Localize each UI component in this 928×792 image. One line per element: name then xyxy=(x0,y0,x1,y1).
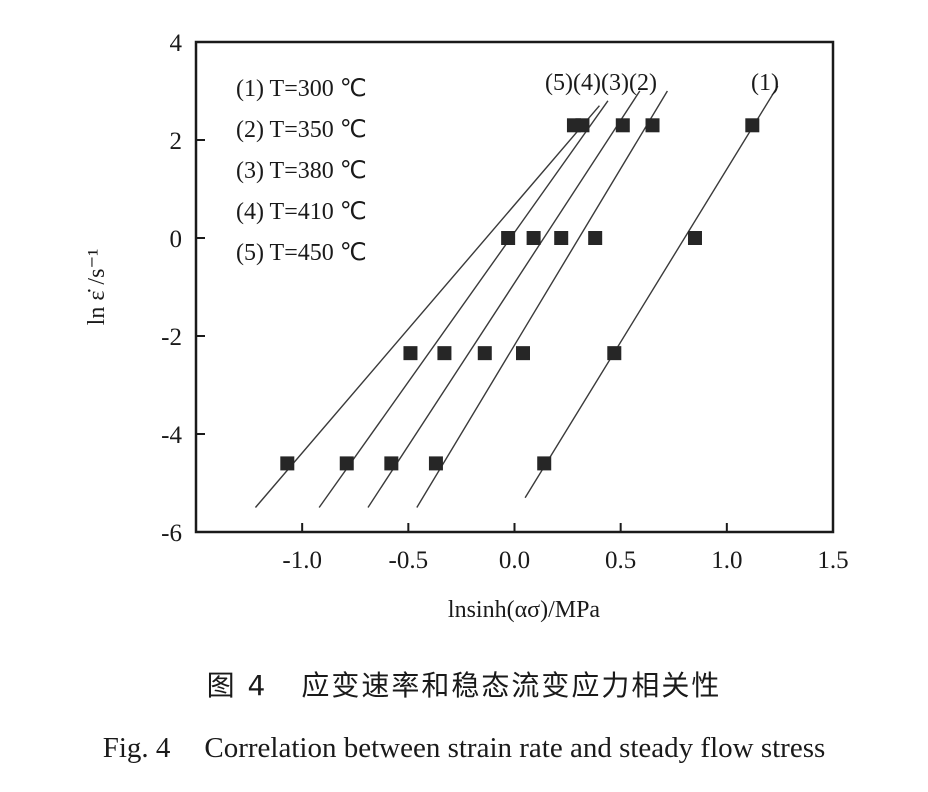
y-tick-label-3: -2 xyxy=(161,324,182,351)
fit-line-series-3 xyxy=(367,90,641,508)
figure-caption-english: Fig. 4 Correlation between strain rate an… xyxy=(0,732,928,765)
y-tick-label-1: 2 xyxy=(170,128,183,155)
figure-caption-chinese: 图 4 应变速率和稳态流变应力相关性 xyxy=(0,664,928,704)
marker-series-3-point-1 xyxy=(384,456,399,471)
marker-series-1-point-3 xyxy=(687,231,702,245)
marker-series-2-point-4 xyxy=(645,118,660,133)
marker-series-4-point-2 xyxy=(437,346,452,361)
x-tick-label-5: 1.5 xyxy=(817,547,848,574)
fit-line-series-2 xyxy=(416,90,668,508)
data-markers xyxy=(280,118,760,471)
marker-series-1-point-1 xyxy=(537,456,552,471)
marker-series-1-point-2 xyxy=(607,346,622,361)
x-tick-label-4: 1.0 xyxy=(711,547,742,574)
caption-text-en: Correlation between strain rate and stea… xyxy=(204,732,826,764)
x-tick-label-2: 0.0 xyxy=(499,547,530,574)
figure-number-en: Fig. 4 xyxy=(102,732,171,764)
marker-series-4-point-1 xyxy=(339,456,354,471)
marker-series-5-point-2 xyxy=(403,346,418,361)
legend-entry-2: (2) T=350 ℃ xyxy=(236,117,367,143)
marker-series-2-point-2 xyxy=(515,346,530,361)
y-tick-label-0: 4 xyxy=(170,30,183,57)
fit-line-series-1 xyxy=(524,85,779,499)
x-tick-label-1: -0.5 xyxy=(389,547,429,574)
legend-entry-4: (4) T=410 ℃ xyxy=(236,199,367,225)
x-tick-label-0: -1.0 xyxy=(282,547,322,574)
figure-number-cn: 图 4 xyxy=(206,669,268,702)
legend-entry-3: (3) T=380 ℃ xyxy=(236,158,367,184)
caption-text-cn: 应变速率和稳态流变应力相关性 xyxy=(301,669,722,702)
x-axis: -1.0 -0.5 0.0 0.5 1.0 1.5 xyxy=(282,523,849,574)
legend-entry-1: (1) T=300 ℃ xyxy=(236,76,367,102)
marker-series-1-point-4 xyxy=(745,118,760,133)
y-tick-label-2: 0 xyxy=(170,226,183,253)
y-tick-label-5: -6 xyxy=(161,520,182,547)
marker-series-2-point-1 xyxy=(428,456,443,471)
series-label-1: (1) xyxy=(751,70,779,96)
legend: (1) T=300 ℃ (2) T=350 ℃ (3) T=380 ℃ (4) … xyxy=(236,76,367,266)
marker-series-3-point-2 xyxy=(477,346,492,361)
fit-line-series-4 xyxy=(318,100,609,508)
series-labels-5-to-2: (5)(4)(3)(2) xyxy=(545,70,657,96)
marker-series-5-point-4 xyxy=(566,118,581,133)
legend-entry-5: (5) T=450 ℃ xyxy=(236,240,367,266)
x-axis-title: lnsinh(ασ)/MPa xyxy=(448,597,601,623)
y-tick-label-4: -4 xyxy=(161,422,182,449)
marker-series-5-point-1 xyxy=(280,456,295,471)
chart: -1.0 -0.5 0.0 0.5 1.0 1.5 4 2 0 -2 -4 -6 (1) T=300… xyxy=(84,30,849,623)
marker-series-2-point-3 xyxy=(588,231,603,245)
fit-lines xyxy=(254,85,779,508)
marker-series-3-point-3 xyxy=(554,231,569,245)
y-axis: 4 2 0 -2 -4 -6 xyxy=(161,30,205,547)
marker-series-3-point-4 xyxy=(615,118,630,133)
marker-series-5-point-3 xyxy=(501,231,516,245)
marker-series-4-point-3 xyxy=(526,231,541,245)
x-tick-label-3: 0.5 xyxy=(605,547,636,574)
y-axis-title: ln ε̇ /s⁻¹ xyxy=(84,249,110,326)
fit-line-series-5 xyxy=(254,105,600,508)
